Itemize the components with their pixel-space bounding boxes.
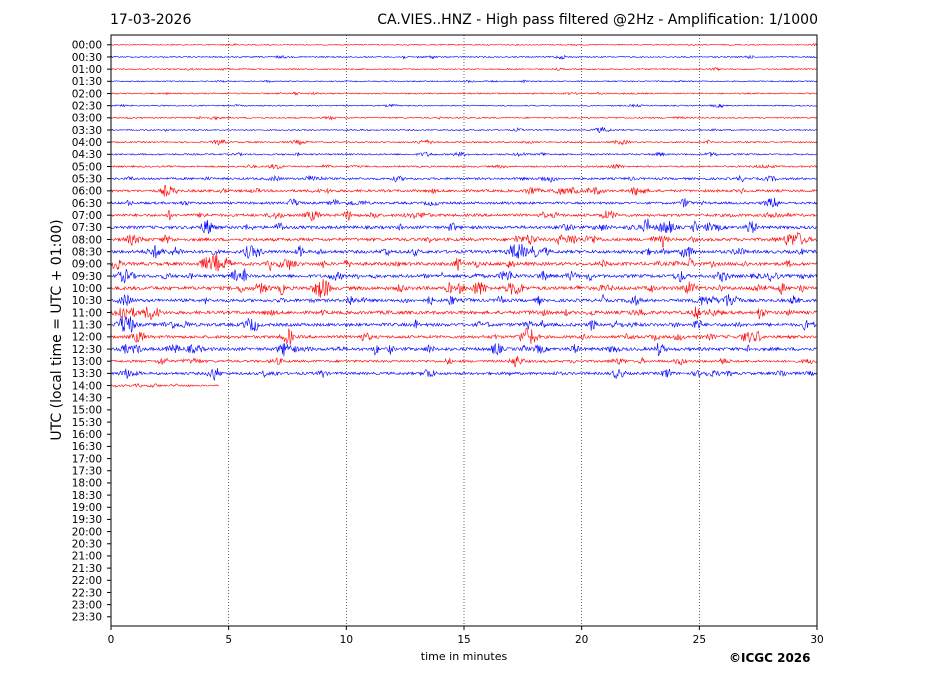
y-tick-label: 05:00 [72, 161, 102, 173]
y-tick-label: 07:30 [72, 222, 102, 234]
trace-13:00 [110, 356, 817, 368]
y-tick-label: 22:00 [72, 575, 102, 587]
y-tick-label: 17:30 [72, 466, 102, 478]
y-tick-label: 22:30 [72, 587, 102, 599]
trace-layer [110, 43, 817, 388]
trace-04:30 [110, 151, 817, 158]
y-tick-label: 14:30 [72, 393, 102, 405]
trace-08:00 [110, 231, 817, 248]
y-tick-label: 15:30 [72, 417, 102, 429]
x-tick-label: 15 [457, 634, 470, 646]
y-tick-label: 03:30 [72, 125, 102, 137]
y-tick-label: 06:00 [72, 186, 102, 198]
trace-11:00 [110, 306, 817, 321]
trace-09:00 [110, 253, 817, 272]
y-tick-label: 06:30 [72, 198, 102, 210]
y-tick-label: 05:30 [72, 173, 102, 185]
y-tick-label: 17:00 [72, 453, 102, 465]
y-tick-label: 20:00 [72, 526, 102, 538]
x-tick-label: 0 [108, 634, 115, 646]
y-tick-label: 08:00 [72, 234, 102, 246]
trace-09:30 [110, 268, 817, 284]
plot-frame [110, 34, 818, 627]
x-tick-label: 5 [225, 634, 232, 646]
y-tick-label: 15:00 [72, 405, 102, 417]
y-tick-label: 02:00 [72, 88, 102, 100]
y-tick-label: 20:30 [72, 539, 102, 551]
trace-00:30 [110, 54, 817, 60]
x-tick-label: 10 [340, 634, 353, 646]
y-tick-label: 01:30 [72, 76, 102, 88]
x-tick-label: 30 [810, 634, 823, 646]
y-tick-label: 11:00 [72, 307, 102, 319]
trace-07:30 [110, 218, 817, 235]
y-tick-label: 09:00 [72, 259, 102, 271]
y-tick-label: 14:00 [72, 380, 102, 392]
trace-03:30 [110, 126, 817, 134]
trace-02:30 [110, 103, 817, 109]
y-tick-label: 13:00 [72, 356, 102, 368]
y-tick-label: 16:30 [72, 441, 102, 453]
y-tick-label: 07:00 [72, 210, 102, 222]
y-tick-label: 18:30 [72, 490, 102, 502]
y-tick-label: 03:00 [72, 113, 102, 125]
trace-13:30 [110, 367, 817, 382]
y-tick-label: 19:00 [72, 502, 102, 514]
y-tick-label: 23:30 [72, 612, 102, 624]
grid-lines [228, 35, 700, 626]
trace-10:30 [110, 293, 817, 307]
y-tick-label: 10:00 [72, 283, 102, 295]
x-tick-label: 20 [575, 634, 588, 646]
trace-00:00 [110, 43, 817, 47]
y-tick-label: 04:30 [72, 149, 102, 161]
y-tick-label: 02:30 [72, 100, 102, 112]
trace-01:00 [110, 66, 817, 72]
y-tick-label: 21:30 [72, 563, 102, 575]
y-tick-label: 08:30 [72, 246, 102, 258]
y-tick-label: 10:30 [72, 295, 102, 307]
y-tick-label: 16:00 [72, 429, 102, 441]
trace-06:30 [110, 197, 817, 208]
y-tick-label: 12:30 [72, 344, 102, 356]
y-tick-label: 21:00 [72, 551, 102, 563]
y-tick-label: 13:30 [72, 368, 102, 380]
date-label: 17-03-2026 [110, 12, 192, 28]
y-tick-label: 00:30 [72, 52, 102, 64]
trace-05:30 [110, 175, 817, 183]
trace-05:00 [110, 163, 817, 170]
axis-ticks: 0 5 10 15 20 25 30 00:0000:3001:0001:3002:0002:… [72, 40, 824, 646]
trace-02:00 [110, 91, 817, 96]
y-tick-label: 11:30 [72, 320, 102, 332]
trace-07:00 [110, 209, 817, 222]
trace-12:00 [110, 327, 817, 345]
y-tick-label: 19:30 [72, 514, 102, 526]
trace-01:30 [110, 79, 817, 84]
trace-14:00 [110, 383, 219, 388]
y-tick-label: 18:00 [72, 478, 102, 490]
chart-title: CA.VIES..HNZ - High pass filtered @2Hz -… [377, 12, 818, 28]
y-tick-label: 12:00 [72, 332, 102, 344]
trace-10:00 [110, 279, 817, 298]
trace-12:30 [110, 342, 817, 357]
y-tick-label: 09:30 [72, 271, 102, 283]
x-tick-label: 25 [693, 634, 706, 646]
trace-08:30 [110, 243, 817, 259]
trace-06:00 [110, 184, 817, 197]
y-tick-label: 00:00 [72, 40, 102, 52]
y-tick-label: 04:00 [72, 137, 102, 149]
trace-04:00 [110, 139, 817, 146]
trace-03:00 [110, 115, 817, 121]
y-tick-label: 01:00 [72, 64, 102, 76]
y-tick-label: 23:00 [72, 599, 102, 611]
x-axis-label: time in minutes [420, 650, 508, 663]
copyright-label: ©ICGC 2026 [729, 651, 811, 665]
trace-11:30 [110, 316, 817, 333]
